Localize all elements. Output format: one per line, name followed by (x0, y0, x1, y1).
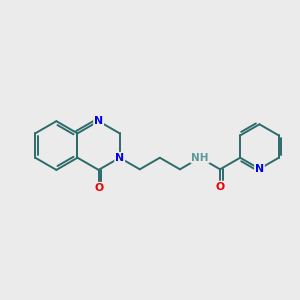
Text: O: O (94, 183, 103, 193)
Text: N: N (94, 116, 103, 126)
Text: O: O (215, 182, 225, 192)
Text: N: N (115, 153, 124, 163)
Text: NH: NH (191, 153, 209, 163)
Text: N: N (255, 164, 264, 174)
